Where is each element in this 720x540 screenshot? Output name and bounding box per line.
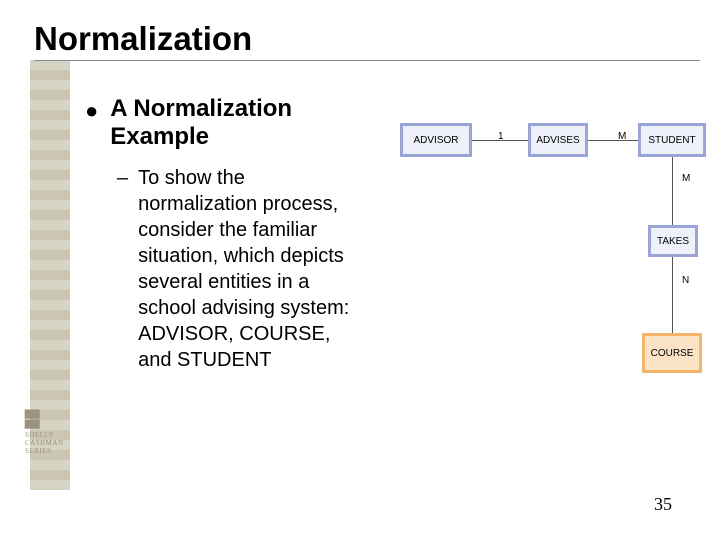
entity-advises: ADVISES <box>528 123 588 157</box>
edge-advises-student <box>588 140 638 141</box>
series-logo: ▆▆ ▆▆ SHELLY CASHMAN SERIES <box>25 410 80 490</box>
logo-line1: SHELLY <box>25 431 54 439</box>
logo-bar-icon: ▆▆ <box>25 410 38 418</box>
cardinality-label: N <box>682 275 689 286</box>
page-number: 35 <box>654 494 672 515</box>
edge-student-takes <box>672 157 673 225</box>
entity-course: COURSE <box>642 333 702 373</box>
body-text: To show the normalization process, consi… <box>138 165 365 373</box>
logo-line2: CASHMAN <box>25 439 64 447</box>
cardinality-label: M <box>618 131 626 142</box>
content-block: ● A Normalization Example – To show the … <box>85 95 365 373</box>
section-heading: A Normalization Example <box>110 95 365 151</box>
er-diagram: ADVISOR ADVISES STUDENT TAKES COURSE 1 M… <box>400 115 710 385</box>
entity-takes: TAKES <box>648 225 698 257</box>
logo-bar-icon: ▆▆ <box>25 420 38 428</box>
cardinality-label: M <box>682 173 690 184</box>
dash-icon: – <box>117 165 128 191</box>
bullet-icon: ● <box>85 97 98 125</box>
entity-advisor: ADVISOR <box>400 123 472 157</box>
title-bar: Normalization <box>34 20 700 61</box>
page-title: Normalization <box>34 20 700 58</box>
cardinality-label: 1 <box>498 131 504 142</box>
edge-takes-course <box>672 257 673 333</box>
entity-student: STUDENT <box>638 123 706 157</box>
logo-line3: SERIES <box>25 447 51 455</box>
